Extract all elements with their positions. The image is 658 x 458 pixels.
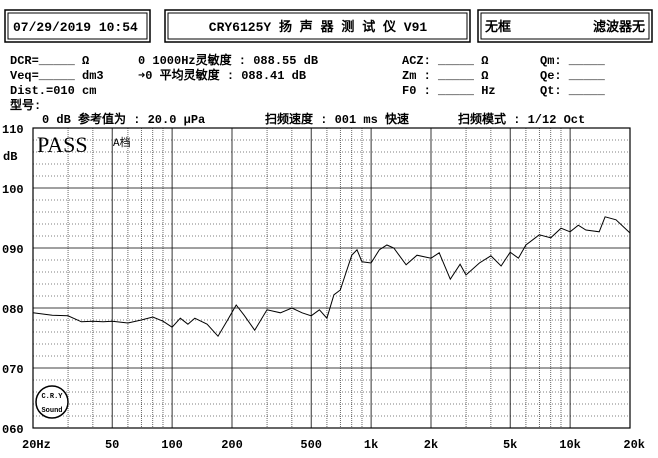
filter-box <box>477 9 653 43</box>
y-tick-label: 100 <box>2 183 24 197</box>
plot-frame <box>32 127 631 429</box>
datetime-box <box>4 9 151 43</box>
filter: 滤波器无 <box>593 19 645 35</box>
logo <box>35 385 69 419</box>
y-axis-label: dB <box>3 150 17 164</box>
veq: Veq=_____ dm3 <box>10 69 104 83</box>
y-tick-label: 060 <box>2 423 24 437</box>
x-tick-label: 5k <box>503 438 517 452</box>
x-tick-label: 50 <box>105 438 119 452</box>
dist: Dist.=010 cm <box>10 84 96 98</box>
filter-box-inner <box>480 12 650 40</box>
device-title: CRY6125Y 扬 声 器 测 试 仪 V91 <box>209 19 428 35</box>
sweep-mode: 扫频模式 : 1/12 Oct <box>458 111 585 127</box>
x-tick-label: 500 <box>300 438 322 452</box>
x-tick-label: 2k <box>424 438 438 452</box>
y-tick-label: 080 <box>2 303 24 317</box>
x-tick-label: 200 <box>221 438 243 452</box>
datetime: 07/29/2019 10:54 <box>13 20 138 35</box>
acz: ACZ: _____ Ω <box>402 54 488 68</box>
x-tick-label: 20Hz <box>22 438 51 452</box>
x-tick-label: 1k <box>364 438 378 452</box>
device-box <box>164 9 471 43</box>
sweep-speed: 扫频速度 : 001 ms 快速 <box>265 111 409 127</box>
zm: Zm : _____ Ω <box>402 69 488 83</box>
x-tick-label: 100 <box>161 438 183 452</box>
logo-top: C.R.Y <box>41 393 63 401</box>
device-box-inner <box>167 12 468 40</box>
y-tick-label: 070 <box>2 363 24 377</box>
qe: Qe: _____ <box>540 69 606 83</box>
y-tick-label: 090 <box>2 243 24 257</box>
qm: Qm: _____ <box>540 54 606 68</box>
sens-1k: 0 1000Hz灵敏度 : 088.55 dB <box>138 52 318 68</box>
x-tick-label: 10k <box>559 438 581 452</box>
x-tick-label: 20k <box>623 438 645 452</box>
sens-avg: ➜0 平均灵敏度 : 088.41 dB <box>138 67 306 83</box>
plot <box>32 127 631 429</box>
logo-bottom: Sound <box>41 407 62 415</box>
pass: PASS <box>37 132 88 157</box>
y-tick-label: 110 <box>2 123 24 137</box>
qt: Qt: _____ <box>540 84 606 98</box>
datetime-box-inner <box>7 12 148 40</box>
dcr: DCR=_____ Ω <box>10 54 89 68</box>
reference: 0 dB 参考值为 : 20.0 μPa <box>42 111 205 127</box>
model: 型号: <box>10 97 41 113</box>
frame: 无框 <box>484 19 511 35</box>
f0: F0 : _____ Hz <box>402 84 496 98</box>
response-curve <box>32 216 631 338</box>
gear: A档 <box>113 135 131 150</box>
